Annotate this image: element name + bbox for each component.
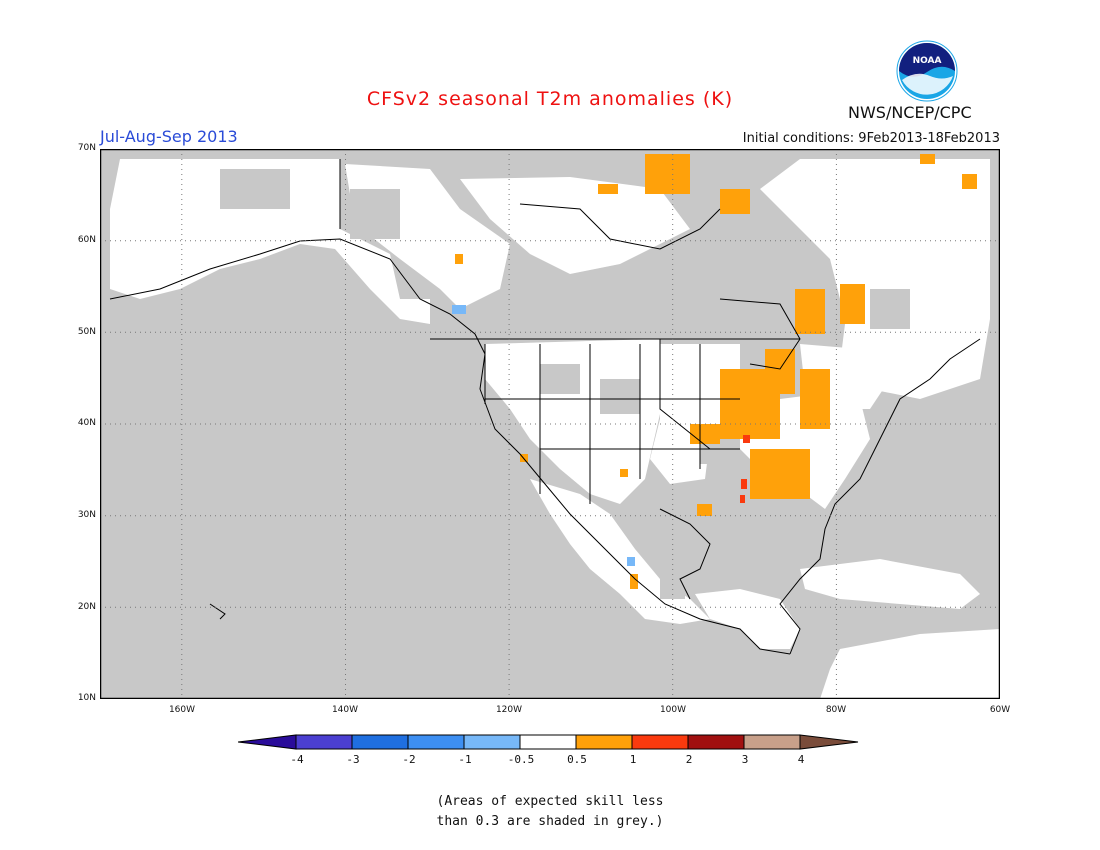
colorbar-cell xyxy=(351,734,409,750)
colorbar-tick-label: 1 xyxy=(629,753,637,766)
colorbar-tick-label: -2 xyxy=(402,753,416,766)
colorbar-tick-label: -3 xyxy=(346,753,360,766)
colorbar-right-arrow xyxy=(799,734,859,750)
colorbar xyxy=(238,734,859,750)
agency-label: NWS/NCEP/CPC xyxy=(848,103,972,122)
lon-label-120w: 120W xyxy=(495,705,523,715)
lat-label-60n: 60N xyxy=(77,235,96,245)
lat-label-70n: 70N xyxy=(77,143,96,153)
season-label: Jul-Aug-Sep 2013 xyxy=(100,127,238,146)
colorbar-cell xyxy=(295,734,353,750)
colorbar-tick-label: 4 xyxy=(797,753,805,766)
lon-label-140w: 140W xyxy=(331,705,359,715)
colorbar-tick-label: 0.5 xyxy=(567,753,587,766)
colorbar-cell xyxy=(687,734,745,750)
lat-label-10n: 10N xyxy=(77,693,96,703)
colorbar-cell xyxy=(743,734,801,750)
noaa-logo: NOAA xyxy=(896,40,958,102)
colorbar-tick-label: -0.5 xyxy=(507,753,535,766)
lon-label-60w: 60W xyxy=(989,705,1011,715)
strong-positive-anomaly-patches xyxy=(740,435,750,503)
lat-label-40n: 40N xyxy=(77,418,96,428)
colorbar-tick-label: -4 xyxy=(290,753,304,766)
footnote-line-2: than 0.3 are shaded in grey.) xyxy=(436,814,664,829)
graticule xyxy=(100,149,1000,699)
colorbar-cell xyxy=(631,734,689,750)
map-frame xyxy=(100,149,1000,699)
lon-label-80w: 80W xyxy=(825,705,847,715)
lat-label-20n: 20N xyxy=(77,602,96,612)
colorbar-tick-label: -1 xyxy=(458,753,472,766)
colorbar-cell xyxy=(575,734,633,750)
lat-label-30n: 30N xyxy=(77,510,96,520)
skill-footnote: (Areas of expected skill less than 0.3 a… xyxy=(0,792,1100,832)
lon-label-100w: 100W xyxy=(659,705,687,715)
temperature-anomaly-map xyxy=(100,149,1000,699)
colorbar-left-arrow xyxy=(238,734,297,750)
positive-anomaly-patches xyxy=(455,154,977,589)
map-title: CFSv2 seasonal T2m anomalies (K) xyxy=(366,88,734,110)
lat-label-50n: 50N xyxy=(77,327,96,337)
no-skill-patches xyxy=(220,169,910,599)
colorbar-cell xyxy=(519,734,577,750)
colorbar-tick-label: 3 xyxy=(741,753,749,766)
colorbar-cell xyxy=(407,734,465,750)
lon-label-160w: 160W xyxy=(168,705,196,715)
footnote-line-1: (Areas of expected skill less xyxy=(436,794,664,809)
colorbar-tick-label: 2 xyxy=(685,753,693,766)
colorbar-cell xyxy=(463,734,521,750)
logo-text: NOAA xyxy=(913,56,942,66)
negative-anomaly-patches xyxy=(452,305,635,566)
initial-conditions-label: Initial conditions: 9Feb2013-18Feb2013 xyxy=(742,131,1000,146)
